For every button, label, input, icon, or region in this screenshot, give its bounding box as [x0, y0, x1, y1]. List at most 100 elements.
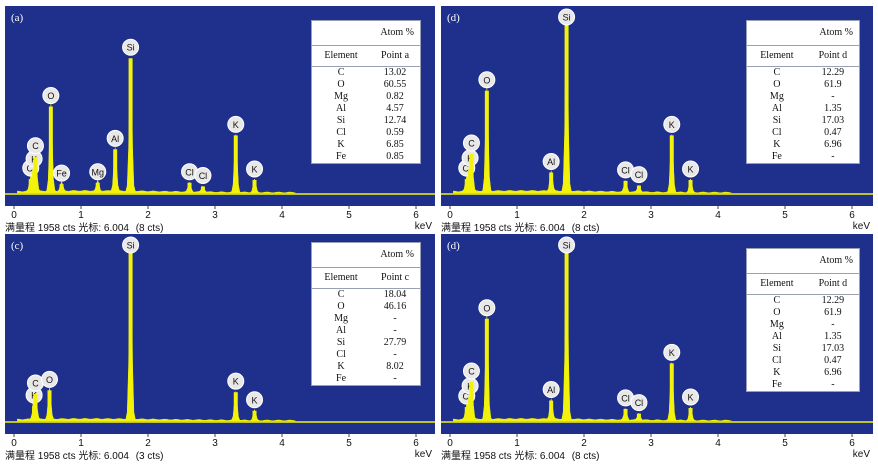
spectrum-peak	[95, 182, 100, 193]
table-row: Mg 0.82	[312, 91, 420, 103]
peak-label-circle	[122, 236, 140, 254]
peak-label: K	[233, 377, 239, 387]
x-tick-label: 6	[849, 210, 855, 221]
x-tick-label: 0	[11, 210, 17, 221]
x-tick-label: 3	[212, 438, 218, 449]
peak-label: Cl	[463, 164, 472, 174]
x-axis-unit: keV	[853, 449, 871, 460]
value-cell: 0.47	[824, 355, 842, 366]
panel-label: (a)	[11, 12, 24, 24]
table-row: K 6.96	[747, 367, 859, 379]
peak-label: Cl	[463, 392, 472, 402]
spectrum-peak	[669, 363, 674, 421]
point-column-header: Point a	[370, 45, 420, 67]
peak-label: Al	[111, 134, 119, 144]
status-text: 满量程 1958 cts 光标: 6.004 (8 cts)	[441, 219, 600, 234]
element-cell: Al	[771, 331, 782, 342]
status-scale: 满量程 1958 cts 光标: 6.004	[441, 451, 565, 462]
point-column-header: Point d	[806, 45, 859, 67]
table-row: K 6.85	[312, 139, 420, 151]
peak-label-circle	[682, 388, 700, 406]
x-tick-label: 5	[782, 210, 788, 221]
x-axis: 0 1 2 3 4 5 6 keV 满量程 1958 cts 光标: 6.004 (8 cts)	[5, 206, 435, 234]
table-row: Si 17.03	[747, 343, 859, 355]
spectrum-peak	[233, 135, 238, 193]
peak-label-circle	[227, 115, 245, 133]
value-cell: 27.79	[383, 337, 407, 348]
atom-percent-header: Atom %	[380, 27, 414, 38]
table-row: Al 4.57	[312, 103, 420, 115]
atom-percent-table: Atom % Element Point c C 18.04 O 46.16 Mg - Al - Si…	[311, 242, 421, 386]
peak-label-circle	[478, 71, 496, 89]
table-row: C 12.29	[747, 294, 859, 307]
cursor-counts: (8 cts)	[568, 451, 600, 462]
table-row: Cl -	[312, 349, 420, 361]
x-tick-label: 6	[413, 210, 419, 221]
table-row: Si 17.03	[747, 115, 859, 127]
element-cell: O	[773, 307, 781, 318]
table-row: Cl 0.47	[747, 355, 859, 367]
x-tick-label: 4	[279, 438, 285, 449]
peak-label: Fe	[56, 169, 67, 179]
status-text: 满量程 1958 cts 光标: 6.004 (8 cts)	[441, 447, 600, 462]
peak-label: Cl	[621, 165, 630, 175]
x-tick-label: 5	[346, 210, 352, 221]
peak-label: Cl	[27, 164, 36, 174]
x-tick-label: 3	[648, 438, 654, 449]
table-row: Al 1.35	[747, 331, 859, 343]
spectrum-peak	[469, 381, 474, 421]
peak-label-circle	[227, 372, 245, 390]
spectrum-continuum	[453, 30, 732, 194]
peak-label-circle	[246, 391, 264, 409]
value-cell: -	[831, 91, 835, 102]
element-cell: Al	[336, 325, 347, 336]
spectrum-panel: ClKCOFeMgAlSiClClKK(a)Atom %ElementPoint…	[5, 6, 435, 234]
x-tick-label: 2	[581, 438, 587, 449]
spectrum-peak	[623, 408, 628, 421]
x-tick-label: 3	[212, 210, 218, 221]
table-row: Fe 0.85	[312, 151, 420, 163]
element-cell: Fe	[771, 151, 782, 162]
element-cell: Mg	[769, 319, 784, 330]
value-cell: 6.96	[824, 139, 842, 150]
element-cell: Cl	[336, 127, 346, 138]
x-tick-label: 6	[849, 438, 855, 449]
peak-label: Mg	[91, 167, 104, 177]
table-row: Cl 0.47	[747, 127, 859, 139]
x-tick-label: 0	[11, 438, 17, 449]
x-axis: 0 1 2 3 4 5 6 keV 满量程 1958 cts 光标: 6.004 (8 cts)	[441, 206, 873, 234]
x-tick-label: 4	[715, 210, 721, 221]
cursor-counts: (8 cts)	[132, 223, 164, 234]
x-tick-label: 0	[447, 438, 453, 449]
spectrum-peak	[688, 407, 693, 421]
value-cell: 4.57	[386, 103, 404, 114]
table-row: Si 12.74	[312, 115, 420, 127]
peak-label-circle	[41, 370, 59, 388]
x-tick-label: 1	[514, 210, 520, 221]
peak-label: Al	[547, 157, 555, 167]
peak-label-circle	[462, 134, 480, 152]
spectrum-peak	[28, 179, 33, 193]
table-row: Mg -	[312, 313, 420, 325]
peak-label-circle	[542, 153, 560, 171]
element-cell: O	[337, 301, 345, 312]
x-tick-label: 5	[782, 438, 788, 449]
x-axis: 0 1 2 3 4 5 6 keV 满量程 1958 cts 光标: 6.004 (8 cts)	[441, 434, 873, 462]
peak-label: Si	[127, 241, 135, 251]
value-cell: -	[393, 373, 397, 384]
element-cell: Si	[772, 343, 782, 354]
spectrum-peak	[59, 184, 64, 193]
x-tick-label: 4	[279, 210, 285, 221]
peak-label: Cl	[185, 167, 194, 177]
spectrum-peak	[636, 413, 641, 421]
peak-label-circle	[542, 381, 560, 399]
value-cell: 1.35	[824, 103, 842, 114]
spectrum-peak	[33, 156, 38, 193]
status-text: 满量程 1958 cts 光标: 6.004 (8 cts)	[5, 219, 164, 234]
spectrum-peak	[33, 394, 38, 421]
table-row: O 61.9	[747, 79, 859, 91]
